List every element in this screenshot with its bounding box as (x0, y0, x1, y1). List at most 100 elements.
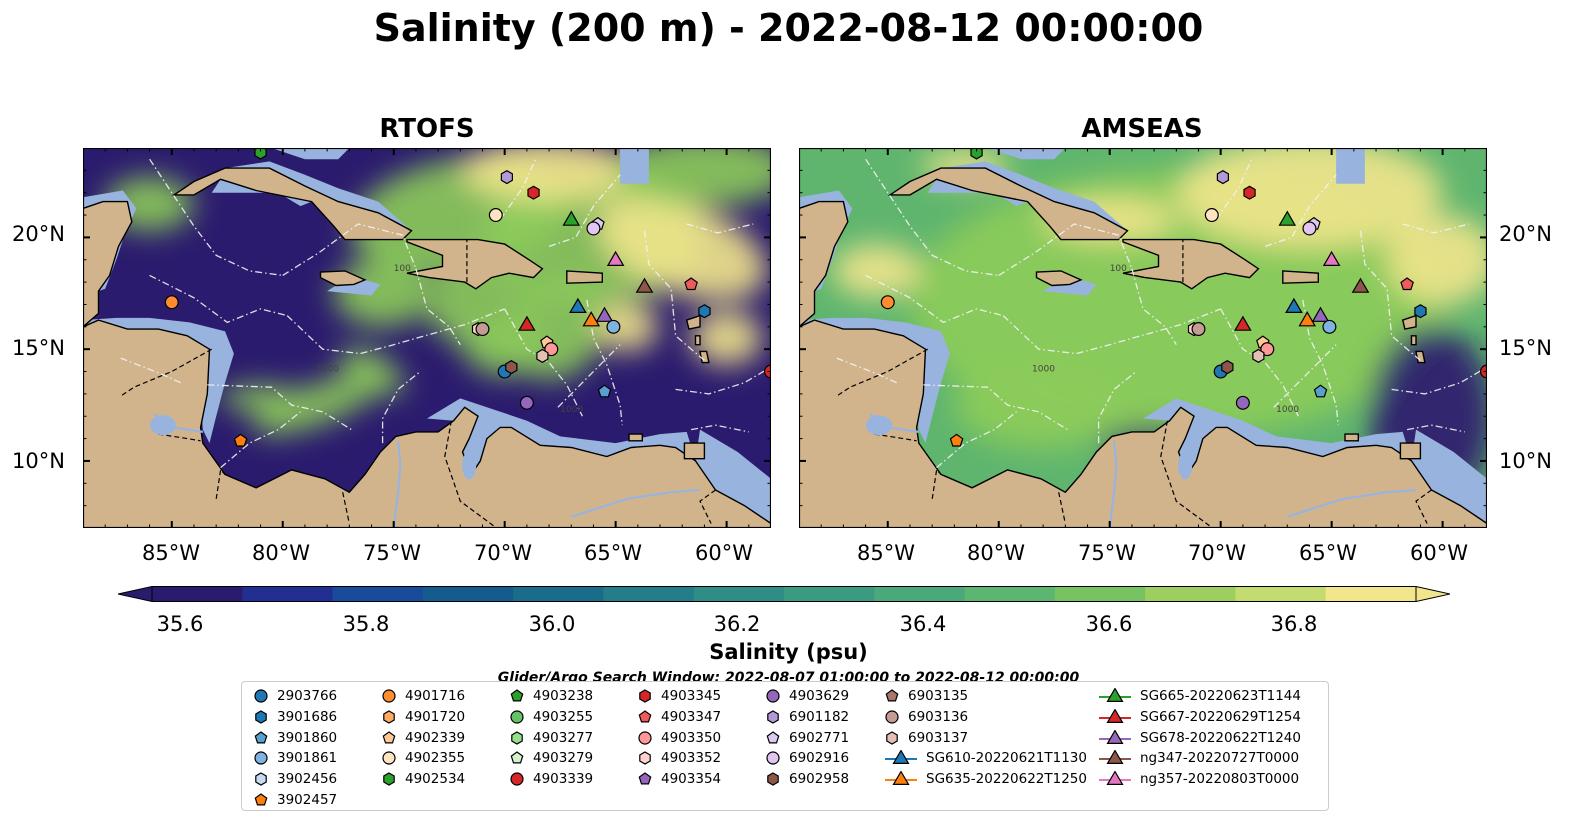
legend-marker (382, 751, 396, 765)
legend-label: 3902456 (277, 771, 338, 788)
river (1286, 488, 1417, 518)
observation-marker (536, 348, 549, 363)
legend-item: 6903135 (885, 686, 968, 706)
river (392, 440, 402, 528)
eez-boundary (149, 158, 283, 277)
observation-marker (597, 384, 612, 398)
legend-item: SG667-20220629T1254 (1099, 707, 1301, 727)
legend-marker (255, 710, 267, 724)
lon-tick-label: 80°W (252, 541, 310, 565)
legend-marker (254, 793, 268, 806)
legend-label: SG610-20220621T1130 (926, 750, 1087, 767)
legend-label: 4901720 (405, 708, 466, 725)
land (1035, 270, 1083, 287)
lake-maracaibo (462, 451, 477, 480)
river (570, 488, 701, 518)
eez-boundary (998, 223, 1133, 276)
colorbar-segment (964, 586, 1056, 602)
observation-marker (164, 295, 179, 310)
legend-marker-icon (766, 751, 780, 765)
legend-marker (382, 730, 396, 744)
legend-marker (886, 730, 898, 745)
observation-marker (606, 319, 621, 334)
legend-label: 6902916 (789, 750, 850, 767)
legend-marker (255, 772, 267, 786)
legend-marker-icon (510, 710, 524, 724)
colorbar-tick-label: 36.2 (713, 612, 761, 636)
land (699, 350, 710, 364)
land (1282, 270, 1319, 284)
continental-shelf (83, 190, 137, 292)
legend-item: 3902456 (254, 769, 337, 789)
colorbar-tick-label: 35.6 (156, 612, 204, 636)
observation-marker (1234, 315, 1252, 331)
eez-boundary (1264, 174, 1337, 248)
legend-item: 4903354 (638, 769, 721, 789)
continental-shelf (1411, 429, 1487, 524)
legend-marker-icon (766, 689, 780, 703)
observation-marker (1351, 277, 1370, 293)
land (1399, 442, 1422, 460)
legend-marker (638, 710, 652, 723)
observation-marker (586, 221, 601, 236)
legend-marker-icon (255, 710, 267, 724)
colorbar-extend-low (117, 585, 153, 603)
legend-item: SG635-20220622T1250 (885, 769, 1087, 789)
observation-marker (635, 277, 654, 293)
legend-marker-icon (886, 730, 898, 745)
lon-tick-label: 65°W (584, 541, 642, 565)
legend-marker (639, 751, 651, 766)
figure-title: Salinity (200 m) - 2022-08-12 00:00:00 (373, 6, 1204, 50)
legend-label: 3901686 (277, 708, 338, 725)
observation-marker (1204, 208, 1219, 223)
legend-label: 4903629 (789, 688, 850, 704)
colorbar-segment (784, 586, 875, 602)
legend-item: 4903352 (638, 748, 721, 768)
legend-marker-icon (638, 710, 652, 723)
legend-marker-icon (767, 710, 779, 724)
colorbar-segment (513, 586, 604, 602)
legend-item: 6903136 (885, 707, 968, 727)
eez-boundary (1002, 308, 1221, 355)
lon-tick-label: 60°W (1410, 541, 1468, 565)
legend-item: 6902771 (766, 728, 849, 748)
eez-boundary (643, 230, 705, 361)
legend-marker (638, 730, 652, 745)
observation-marker (505, 360, 518, 375)
legend-marker (892, 750, 910, 765)
land (1401, 314, 1417, 330)
observation-marker (1311, 306, 1330, 322)
lat-tick-label: 15°N (12, 336, 65, 360)
legend-marker (1106, 729, 1124, 744)
land (683, 442, 706, 460)
colorbar-segment (1145, 586, 1236, 602)
salinity-feature (691, 311, 763, 365)
legend-marker-icon (766, 730, 780, 744)
legend-label: 4902534 (405, 771, 466, 788)
legend-label: 4902355 (405, 750, 466, 767)
legend-marker (885, 710, 899, 724)
colorbar-tick-label: 36.4 (899, 612, 947, 636)
legend-label: 3902457 (277, 792, 338, 808)
land (319, 270, 367, 287)
legend-marker-icon (510, 751, 524, 764)
eez-boundary (1220, 308, 1299, 417)
land (685, 314, 701, 330)
colorbar-extend-high (1415, 585, 1451, 603)
legend-marker-icon (382, 689, 396, 703)
lon-tick-label: 85°W (857, 541, 915, 565)
eez-boundary (1406, 424, 1465, 433)
legend-label: 3901860 (277, 729, 338, 746)
legend-item: 6902916 (766, 748, 849, 768)
legend-item: 3901861 (254, 748, 337, 768)
legend-marker (510, 772, 524, 786)
observation-marker (698, 304, 711, 319)
legend-item: 4903277 (510, 728, 593, 748)
eez-boundary (207, 384, 352, 431)
land (1122, 238, 1260, 290)
legend-label: 6901182 (789, 708, 850, 725)
eez-boundary (690, 424, 749, 433)
legend-marker (254, 730, 268, 744)
lake-nicaragua (865, 415, 892, 436)
observation-marker (1243, 185, 1256, 200)
